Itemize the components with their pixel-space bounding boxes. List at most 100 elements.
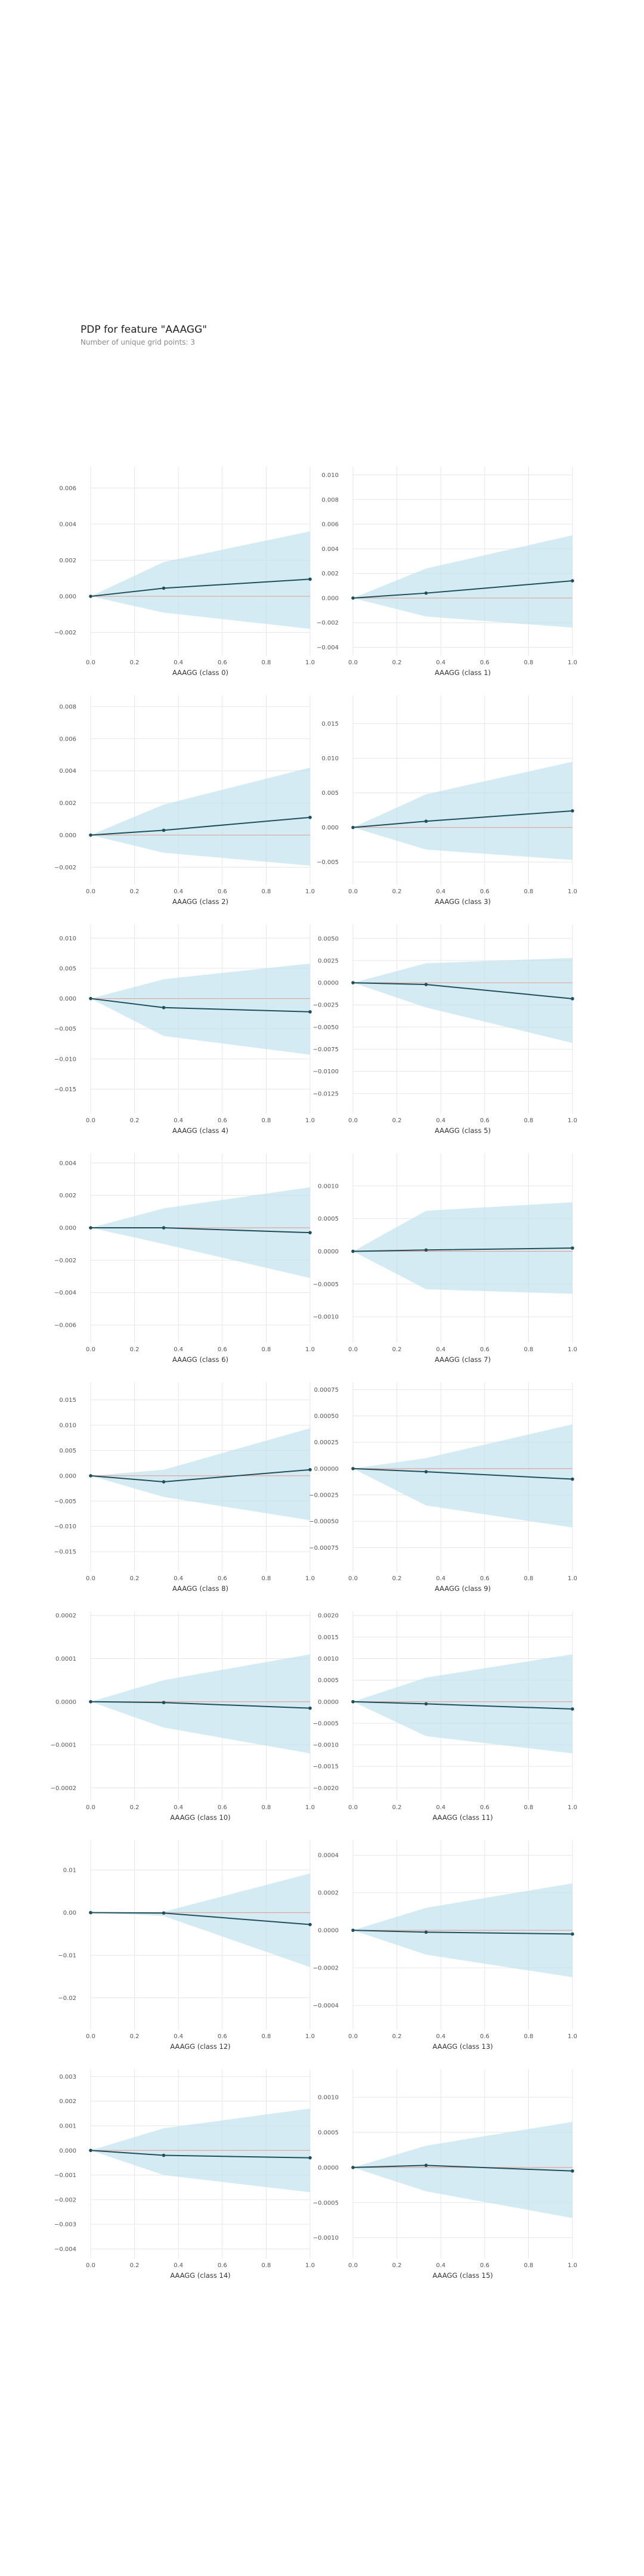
pdp-subplot-class-3: 0.0 0.2 0.4 0.6 0.8 1.0 0.015 0.010 0.005 0.000 −0…	[317, 695, 577, 906]
x-tick-label: 0.6	[218, 1804, 227, 1811]
y-tick-label: 0.005	[321, 790, 339, 797]
y-tick-label: −0.0125	[313, 1091, 339, 1097]
x-tick-label: 0.8	[524, 1117, 533, 1124]
y-tick-label: −0.002	[54, 2197, 76, 2203]
y-tick-label: 0.0005	[318, 1677, 339, 1684]
pdp-subplot-class-1: 0.0 0.2 0.4 0.6 0.8 1.0 0.010 0.008 0.006 0.004 0.…	[317, 466, 577, 677]
y-tick-label: −0.002	[54, 1258, 76, 1264]
x-tick-label: 0.0	[348, 1346, 358, 1353]
x-tick-label: 1.0	[305, 660, 315, 666]
y-tick-label: 0.004	[59, 768, 76, 775]
y-tick-label: 0.0005	[318, 1216, 339, 1222]
x-tick-label: 0.6	[218, 1575, 227, 1582]
y-tick-label: −0.010	[54, 1524, 76, 1530]
pdp-point	[162, 1480, 166, 1484]
pdp-point	[162, 586, 166, 590]
pdp-subplot-class-15: 0.0 0.2 0.4 0.6 0.8 1.0 0.0010 0.0005 0.0000 −0.0…	[313, 2069, 577, 2280]
y-tick-label: 0.015	[321, 721, 339, 727]
x-tick-label: 0.6	[480, 2033, 490, 2040]
pdp-point	[351, 1699, 355, 1704]
y-tick-label: 0.008	[59, 704, 76, 710]
x-axis-label: AAAGG (class 7)	[435, 1355, 491, 1364]
x-tick-label: 1.0	[305, 1804, 315, 1811]
y-tick-label: 0.010	[321, 756, 339, 762]
x-tick-label: 1.0	[568, 1346, 577, 1353]
pdp-point	[162, 828, 166, 832]
y-tick-label: 0.0000	[318, 1699, 339, 1705]
x-tick-label: 0.2	[392, 2262, 402, 2269]
x-tick-label: 0.0	[86, 2262, 95, 2269]
x-axis-label: AAAGG (class 8)	[172, 1584, 228, 1593]
y-tick-label: 0.0001	[55, 1656, 76, 1662]
y-tick-label: 0.0050	[318, 936, 339, 942]
x-axis-label: AAAGG (class 13)	[432, 2042, 493, 2051]
y-tick-label: −0.0050	[313, 1024, 339, 1031]
chart-subtitle: Number of unique grid points: 3	[80, 338, 196, 346]
y-tick-label: 0.002	[59, 2098, 76, 2105]
x-tick-label: 0.8	[261, 1575, 271, 1582]
pdp-subplot-class-0: 0.0 0.2 0.4 0.6 0.8 1.0 0.006 0.004 0.002 0.000 −0…	[54, 466, 315, 677]
pdp-subplot-class-12: 0.0 0.2 0.4 0.6 0.8 1.0 0.01 0.00 −0.01 −0.02 AAAG…	[58, 1840, 315, 2051]
pdp-point	[308, 816, 312, 819]
x-tick-label: 0.4	[436, 2262, 445, 2269]
pdp-point	[571, 997, 574, 1001]
x-tick-label: 0.2	[130, 2262, 140, 2269]
x-tick-label: 0.2	[392, 2033, 402, 2040]
pdp-point	[571, 2169, 574, 2173]
x-tick-label: 0.6	[480, 888, 490, 895]
pdp-point	[424, 2163, 428, 2168]
x-tick-label: 1.0	[568, 1575, 577, 1582]
pdp-point	[308, 1010, 312, 1014]
y-tick-label: −0.00025	[309, 1493, 339, 1499]
x-axis-label: AAAGG (class 2)	[172, 897, 228, 906]
y-tick-label: −0.002	[54, 630, 76, 636]
x-tick-label: 1.0	[568, 2262, 577, 2269]
pdp-point	[162, 1701, 166, 1705]
x-tick-label: 1.0	[305, 1346, 315, 1353]
y-tick-label: 0.004	[59, 1160, 76, 1167]
y-tick-label: 0.010	[59, 1423, 76, 1429]
x-tick-label: 0.0	[86, 1346, 95, 1353]
x-axis-label: AAAGG (class 15)	[432, 2271, 493, 2280]
x-tick-label: 0.0	[86, 660, 95, 666]
x-tick-label: 0.8	[261, 1346, 271, 1353]
x-tick-label: 0.8	[261, 2262, 271, 2269]
y-tick-label: −0.005	[54, 1026, 76, 1033]
y-tick-label: −0.015	[54, 1549, 76, 1556]
pdp-subplot-class-5: 0.0 0.2 0.4 0.6 0.8 1.0 0.0050 0.0025 0.0000 −0.0…	[313, 924, 577, 1135]
pdp-point	[424, 819, 428, 823]
pdp-point	[89, 1911, 92, 1915]
confidence-band	[91, 1187, 310, 1278]
pdp-subplot-class-14: 0.0 0.2 0.4 0.6 0.8 1.0 0.003 0.002 0.001 0.000 −0…	[54, 2069, 315, 2280]
y-tick-label: 0.006	[59, 485, 76, 492]
confidence-band	[91, 1428, 310, 1521]
x-tick-label: 0.4	[174, 1346, 183, 1353]
pdp-point	[351, 2166, 355, 2169]
pdp-point	[351, 1467, 355, 1470]
y-tick-label: −0.015	[54, 1086, 76, 1093]
x-tick-label: 0.4	[174, 888, 183, 895]
y-tick-label: 0.000	[59, 594, 76, 600]
x-tick-label: 0.0	[348, 2262, 358, 2269]
y-tick-label: 0.01	[63, 1868, 76, 1874]
y-tick-label: 0.000	[321, 825, 339, 831]
x-tick-label: 0.4	[174, 1804, 183, 1811]
y-tick-label: 0.0002	[55, 1613, 76, 1620]
pdp-point	[89, 1699, 92, 1704]
x-tick-label: 1.0	[305, 1117, 315, 1124]
x-tick-label: 0.2	[392, 888, 402, 895]
y-tick-label: 0.0000	[318, 1928, 339, 1934]
y-tick-label: −0.01	[58, 1952, 76, 1959]
x-tick-label: 1.0	[568, 1804, 577, 1811]
x-tick-label: 0.8	[261, 2033, 271, 2040]
x-axis-label: AAAGG (class 10)	[170, 1813, 230, 1822]
x-tick-label: 0.8	[524, 2033, 533, 2040]
x-tick-label: 0.8	[261, 1804, 271, 1811]
x-tick-label: 0.8	[261, 660, 271, 666]
y-tick-label: 0.006	[59, 736, 76, 742]
y-tick-label: −0.006	[54, 1323, 76, 1329]
pdp-subplot-class-8: 0.0 0.2 0.4 0.6 0.8 1.0 0.015 0.010 0.005 0.000 −0…	[54, 1382, 315, 1593]
y-tick-label: −0.0020	[313, 1785, 339, 1792]
pdp-subplot-class-10: 0.0 0.2 0.4 0.6 0.8 1.0 0.0002 0.0001 0.0000 −0.0…	[51, 1611, 315, 1822]
